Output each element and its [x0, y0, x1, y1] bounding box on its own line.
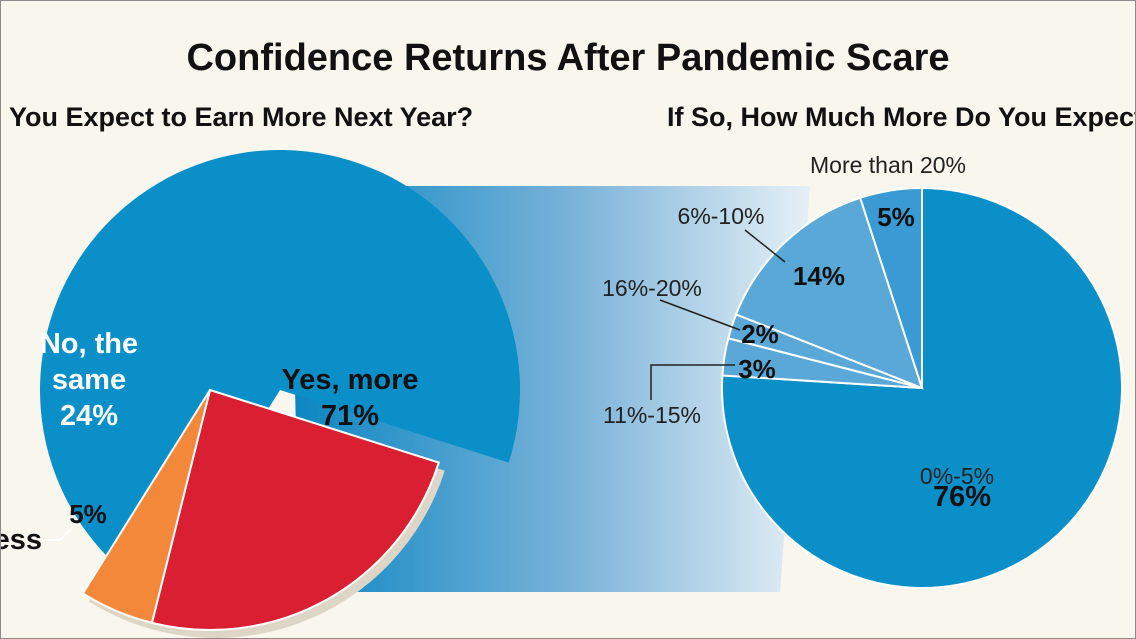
- slice-label-yes-name: Yes, more: [281, 364, 418, 396]
- slice-label-0-5-name: 0%-5%: [920, 463, 994, 489]
- leader-line-less: [42, 526, 74, 541]
- slice-label-less-name: Less: [0, 524, 42, 556]
- slice-label-16-20-name: 16%-20%: [602, 275, 702, 301]
- slice-label-less-pct: 5%: [69, 499, 107, 529]
- right-subtitle: If So, How Much More Do You Expect?: [667, 102, 1136, 132]
- slice-label-same-pct: 24%: [60, 400, 118, 432]
- leader-line-6-10: [744, 229, 786, 263]
- right-pie-labels: 0%-5% 76% 11%-15% 3% 16%-20% 2% 6%-10% 1…: [602, 152, 994, 513]
- right-pie: [720, 186, 1123, 589]
- slice-no-the-same: [150, 388, 441, 631]
- slice-label-16-20-pct: 2%: [741, 319, 779, 349]
- slice-label-11-15-pct: 3%: [738, 354, 776, 384]
- leader-line-16-20: [659, 299, 741, 331]
- slice-label-over-20-pct: 5%: [877, 202, 915, 232]
- slice-label-yes-pct: 71%: [321, 400, 379, 432]
- slice-label-over-20-name: More than 20%: [810, 152, 966, 178]
- leader-line-11-15: [650, 364, 735, 400]
- left-pie: [40, 150, 521, 639]
- chart-title: Confidence Returns After Pandemic Scare: [186, 37, 949, 79]
- slice-label-same-line2: same: [52, 364, 126, 396]
- slice-label-11-15-name: 11%-15%: [603, 402, 701, 428]
- slice-label-6-10-name: 6%-10%: [678, 203, 765, 229]
- slice-label-0-5-pct: 76%: [933, 481, 991, 513]
- slice-less: [81, 389, 211, 625]
- slice-0-5: [720, 186, 1123, 589]
- slice-more-than-20: [858, 186, 923, 389]
- slice-label-same-line1: No, the: [40, 328, 138, 360]
- left-pie-labels: Yes, more 71% No, the same 24% 5% Less: [0, 328, 419, 556]
- slice-label-6-10-pct: 14%: [793, 261, 845, 291]
- left-subtitle: You Expect to Earn More Next Year?: [9, 102, 473, 132]
